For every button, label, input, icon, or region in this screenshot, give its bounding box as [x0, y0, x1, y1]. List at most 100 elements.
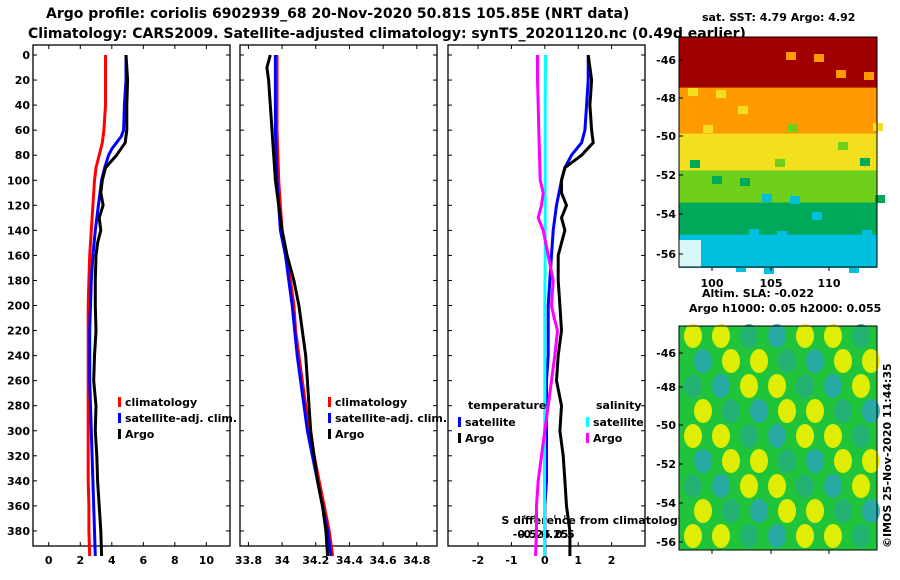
legend-swatch — [328, 397, 331, 407]
sla-blob — [694, 449, 712, 473]
sla-blob — [740, 424, 758, 448]
sst-map-title: sat. SST: 4.79 Argo: 4.92 — [702, 11, 856, 24]
sla-blob — [862, 399, 880, 423]
sla-blob — [796, 374, 814, 398]
sst-patch — [862, 230, 872, 238]
sla-blob — [740, 374, 758, 398]
y-tick-label: 100 — [7, 174, 30, 187]
sst-patch — [714, 248, 724, 256]
sla-lat-label: -48 — [656, 381, 676, 394]
sla-blob — [750, 449, 768, 473]
x-tick-label: 34.2 — [302, 554, 329, 567]
sst-patch — [738, 106, 748, 114]
title-line-1: Argo profile: coriolis 6902939_68 20-Nov… — [46, 6, 630, 22]
legend-swatch — [586, 433, 589, 443]
sla-blob — [852, 374, 870, 398]
y-tick-label: 140 — [7, 224, 30, 237]
y-tick-label: 260 — [7, 375, 30, 388]
sst-patch — [864, 72, 874, 80]
series-temperature-argo — [555, 54, 595, 556]
sla-blob — [694, 499, 712, 523]
sla-blob — [862, 349, 880, 373]
legend-swatch — [118, 429, 121, 439]
sst-patch — [812, 212, 822, 220]
sst-band — [679, 234, 877, 268]
sla-blob — [778, 349, 796, 373]
sst-land-patch — [679, 240, 701, 267]
panel-temperature: 0204060801001201401601802002202402602803… — [7, 44, 237, 567]
x-tick-label: 34.8 — [403, 554, 430, 567]
profile-panels: 0204060801001201401601802002202402602803… — [7, 44, 685, 567]
x-tick-label: 2 — [76, 554, 84, 567]
sst-patch — [749, 229, 759, 237]
legend-label: Argo — [593, 432, 623, 445]
sla-blob — [694, 349, 712, 373]
legend-label: satellite-adj. clim. — [125, 412, 237, 425]
sla-blob — [768, 374, 786, 398]
sla-blob — [712, 474, 730, 498]
sla-lat-label: -50 — [656, 419, 676, 432]
sst-patch — [851, 107, 861, 115]
secondary-tick-label: -0.25 — [519, 528, 551, 541]
sla-blob — [740, 324, 758, 348]
sst-patch — [823, 105, 833, 113]
sst-band — [679, 202, 877, 236]
sst-lat-label: -52 — [656, 169, 676, 182]
y-tick-label: 340 — [7, 475, 30, 488]
sst-patch — [699, 211, 709, 219]
sst-band — [679, 170, 877, 204]
x-tick-label: 0 — [541, 554, 549, 567]
sla-blob — [768, 424, 786, 448]
sst-patch — [764, 266, 774, 274]
sst-patch — [740, 178, 750, 186]
panel-salinity: 33.8 34 34.2 34.4 34.6 34.8 climatology satelli… — [235, 44, 447, 567]
sla-blob — [796, 324, 814, 348]
sla-blob — [806, 349, 824, 373]
sla-blob — [796, 524, 814, 548]
x-tick-label: 34 — [274, 554, 290, 567]
sst-patch — [873, 123, 883, 131]
sst-lon-label: 100 — [701, 277, 724, 290]
sst-patch — [690, 160, 700, 168]
sla-blob — [694, 399, 712, 423]
sst-band — [679, 37, 877, 89]
sla-blob — [722, 399, 740, 423]
legend-label: climatology — [125, 396, 197, 409]
y-tick-label: 200 — [7, 300, 30, 313]
sla-blob — [722, 499, 740, 523]
sla-blob — [852, 324, 870, 348]
sla-blob — [824, 474, 842, 498]
sst-patch — [725, 141, 735, 149]
legend-swatch — [118, 413, 121, 423]
map-panels: -46 -46 -48 -48 -50 -50 -52 -52 -54 -54 -56 -56 100 1… — [656, 36, 885, 554]
sst-map-frame — [678, 36, 878, 268]
legend-label: climatology — [335, 396, 407, 409]
sla-blob — [712, 424, 730, 448]
sst-lon-label: 105 — [760, 277, 783, 290]
sst-patch — [775, 159, 785, 167]
series-salinity-argo — [534, 55, 559, 557]
sst-patch — [703, 125, 713, 133]
sst-patch — [777, 231, 787, 239]
sla-blob — [712, 324, 730, 348]
legend-swatch — [458, 433, 461, 443]
legend-label: Argo — [125, 428, 155, 441]
sla-blob — [684, 374, 702, 398]
y-tick-label: 320 — [7, 450, 30, 463]
sst-patch — [836, 70, 846, 78]
sla-blob — [750, 499, 768, 523]
sla-blob — [768, 524, 786, 548]
sst-patch — [701, 53, 711, 61]
legend-label: satellite — [465, 416, 516, 429]
sst-patch — [827, 249, 837, 257]
sla-blob — [852, 474, 870, 498]
x-tick-label: 34.4 — [336, 554, 363, 567]
x-tick-label: -1 — [505, 554, 517, 567]
legend-swatch — [328, 429, 331, 439]
sst-patch — [801, 89, 811, 97]
x-tick-label: 0 — [45, 554, 53, 567]
sst-patch — [825, 177, 835, 185]
copyright-footer: ©IMOS 25-Nov-2020 11:44:35 — [881, 363, 894, 548]
sst-lat-label: -56 — [656, 248, 676, 261]
y-tick-label: 380 — [7, 525, 30, 538]
